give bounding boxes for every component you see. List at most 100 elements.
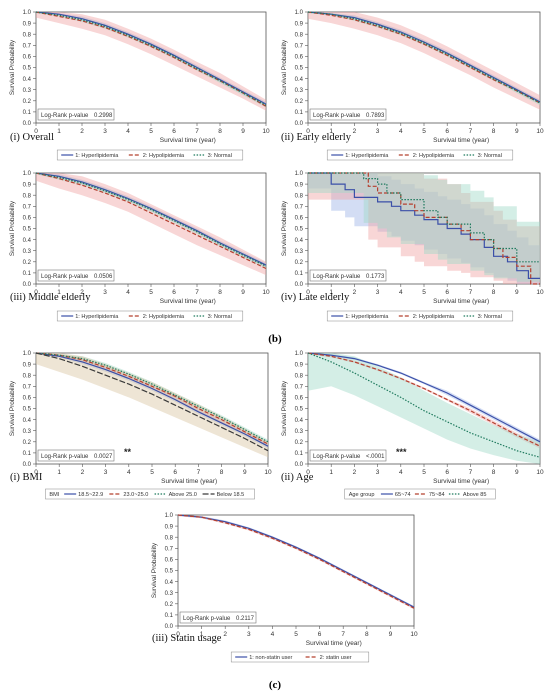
confidence-bands — [308, 12, 540, 110]
x-axis-label: Survival time (year) — [433, 137, 489, 144]
x-axis-label: Survival time (year) — [433, 478, 489, 485]
y-tick-label: 0.6 — [23, 55, 32, 61]
series-line-3 — [35, 172, 267, 267]
legend-entry: 18.5~22.9 — [78, 492, 103, 498]
plot-area — [307, 11, 541, 124]
y-tick-label: 0.4 — [23, 77, 32, 83]
x-tick-label: 0 — [306, 128, 310, 135]
x-tick-label: 6 — [172, 128, 176, 135]
y-tick-label: 0.1 — [23, 451, 32, 457]
band-2 — [308, 173, 540, 284]
y-tick-label: 0.0 — [295, 121, 304, 127]
x-tick-label: 7 — [341, 631, 345, 638]
x-tick-label: 5 — [149, 128, 153, 135]
panel-label: (i) BMI — [10, 472, 43, 483]
x-tick-label: 4 — [127, 469, 131, 476]
y-tick-label: 0.6 — [165, 558, 174, 564]
y-tick-label: 0.9 — [23, 182, 32, 188]
legend-entry: 2: Hypolipidemia — [143, 314, 185, 320]
y-axis-label: Survival Probability — [281, 380, 288, 436]
y-tick-label: 0.0 — [23, 121, 32, 127]
chart-age: 0 1 2 3 4 5 6 7 8 9 10 0.0 0.1 0.2 0.3 0.4 0.5 0.6 0.7 0.8 0… — [281, 351, 544, 500]
legend: 1: non-statin user 2: statin user — [230, 651, 370, 663]
y-tick-label: 0.6 — [295, 55, 304, 61]
y-tick-label: 0.9 — [165, 524, 174, 530]
y-axis-label: Survival Probability — [281, 200, 288, 256]
x-tick-label: 10 — [262, 128, 270, 135]
x-tick-label: 2 — [353, 469, 357, 476]
x-tick-label: 6 — [173, 469, 177, 476]
y-tick-label: 0.4 — [165, 580, 174, 586]
y-tick-label: 0.7 — [23, 385, 32, 391]
plot-area — [177, 514, 415, 627]
y-tick-label: 0.9 — [23, 362, 32, 368]
x-tick-label: 4 — [126, 128, 130, 135]
x-tick-label: 0 — [306, 289, 310, 296]
y-tick-label: 0.5 — [23, 407, 32, 413]
x-tick-label: 9 — [241, 128, 245, 135]
confidence-bands — [36, 353, 268, 458]
section-c-label: (c) — [269, 679, 282, 691]
pvalue-box — [37, 449, 115, 462]
pvalue-box — [37, 108, 115, 121]
significance-marker: *** — [396, 447, 407, 457]
y-tick-label: 0.6 — [295, 396, 304, 402]
y-tick-label: 0.2 — [295, 99, 304, 105]
legend-entry: 1: Hyperlipidemia — [75, 153, 119, 159]
x-tick-label: 3 — [376, 128, 380, 135]
y-tick-label: 1.0 — [165, 513, 174, 519]
y-axis-label: Survival Probability — [9, 200, 16, 256]
series-line-1 — [307, 352, 541, 443]
chart-bmi: 0 1 2 3 4 5 6 7 8 9 10 0.0 0.1 0.2 0.3 0.4 0.5 0.6 0.7 0.8 0… — [9, 351, 272, 500]
pvalue-value: 0.0506 — [94, 274, 113, 280]
y-tick-label: 0.5 — [295, 407, 304, 413]
series-line-2 — [177, 514, 415, 609]
y-tick-label: 0.8 — [23, 32, 32, 38]
band-3 — [308, 353, 540, 464]
y-tick-label: 0.6 — [23, 216, 32, 222]
x-tick-label: 10 — [410, 631, 418, 638]
legend-frame — [326, 310, 514, 322]
pvalue-box — [309, 108, 387, 121]
chart-late-elderly: 0 1 2 3 4 5 6 7 8 9 10 0.0 0.1 0.2 0.3 0.4 0.5 0.6 0.7 0.8 0… — [281, 171, 544, 322]
pvalue-value: 0.2117 — [236, 616, 255, 622]
x-tick-label: 4 — [399, 289, 403, 296]
y-tick-label: 0.7 — [295, 385, 304, 391]
y-tick-label: 0.5 — [23, 66, 32, 72]
y-tick-label: 0.3 — [295, 249, 304, 255]
y-tick-label: 0.8 — [165, 535, 174, 541]
series-line-3 — [307, 11, 541, 104]
series-line-1 — [35, 352, 269, 447]
chart-early-elderly: 0 1 2 3 4 5 6 7 8 9 10 0.0 0.1 0.2 0.3 0.4 0.5 0.6 0.7 0.8 0… — [281, 10, 544, 161]
y-tick-label: 1.0 — [23, 10, 32, 16]
y-tick-label: 0.7 — [165, 547, 174, 553]
x-tick-label: 10 — [536, 128, 544, 135]
x-tick-label: 7 — [469, 289, 473, 296]
x-axis-label: Survival time (year) — [160, 137, 216, 144]
panel-label: (iv) Late elderly — [281, 292, 350, 303]
x-tick-label: 5 — [422, 128, 426, 135]
y-tick-label: 1.0 — [23, 351, 32, 357]
y-tick-label: 0.1 — [23, 110, 32, 116]
y-tick-label: 0.3 — [23, 429, 32, 435]
series-line-1 — [35, 172, 267, 266]
x-tick-label: 2 — [80, 289, 84, 296]
legend-entry: Above 85 — [463, 492, 487, 498]
y-tick-label: 0.9 — [295, 182, 304, 188]
x-tick-label: 3 — [103, 128, 107, 135]
x-tick-label: 2 — [80, 128, 84, 135]
y-tick-label: 0.3 — [23, 88, 32, 94]
y-tick-label: 0.2 — [165, 602, 174, 608]
x-tick-label: 4 — [271, 631, 275, 638]
y-tick-label: 0.5 — [165, 569, 174, 575]
x-tick-label: 7 — [195, 128, 199, 135]
y-tick-label: 0.1 — [165, 613, 174, 619]
x-tick-label: 0 — [34, 469, 38, 476]
x-tick-label: 8 — [492, 289, 496, 296]
x-tick-label: 2 — [223, 631, 227, 638]
y-tick-label: 0.0 — [295, 282, 304, 288]
band-1 — [308, 173, 540, 284]
y-tick-label: 0.4 — [295, 77, 304, 83]
y-axis-label: Survival Probability — [9, 380, 16, 436]
